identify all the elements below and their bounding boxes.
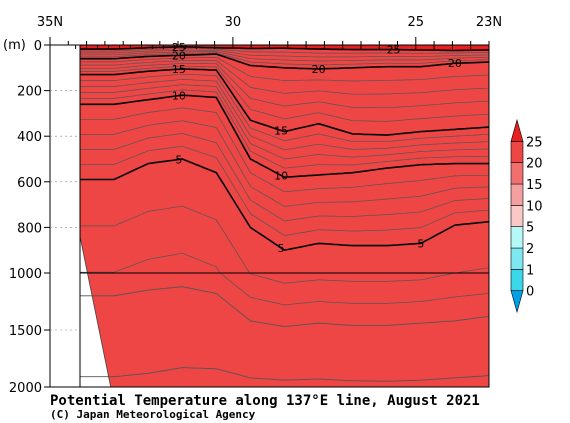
isotherm-minor-line [80, 133, 489, 222]
isotherm-minor-line [80, 51, 489, 62]
x-tick-label: 25 [408, 15, 425, 30]
colorbar-label: 1 [526, 263, 534, 278]
isotherm-minor-line [80, 205, 489, 284]
temperature-bands [80, 45, 489, 387]
colorbar-swatch [510, 247, 524, 270]
y-tick-label: 0 [34, 39, 42, 54]
isotherm-lines [80, 45, 489, 387]
isotherm-minor-line [80, 63, 489, 109]
isotherm-label-10: 10 [274, 169, 288, 182]
y-tick-label: 800 [17, 221, 42, 236]
isotherm-minor-line [80, 89, 489, 169]
x-tick-label: 30 [225, 15, 242, 30]
isotherm-line-1 [80, 367, 489, 382]
isotherm-minor-line [80, 73, 489, 143]
colorbar-swatch [510, 183, 524, 206]
x-axis: 35N 30 25 23N [37, 15, 502, 49]
isotherm-minor-line [80, 60, 489, 95]
isotherm-label-10: 10 [172, 90, 186, 103]
isotherm-label-5: 5 [278, 242, 285, 255]
colorbar-swatch [510, 205, 524, 227]
colorbar-swatch [510, 141, 524, 163]
colorbar-swatch [510, 226, 524, 249]
x-tick-label: 35N [37, 15, 63, 30]
isotherm-line-2 [80, 286, 489, 328]
plot-border [79, 44, 490, 388]
y-axis: 0 200 400 600 800 1000 1500 2000 [9, 39, 80, 396]
isotherm-label-20: 20 [312, 63, 326, 76]
seafloor-line [80, 236, 112, 387]
colorbar-swatch [510, 290, 524, 314]
x-tick-label: 23N [476, 15, 502, 30]
colorbar-label: 5 [526, 221, 534, 236]
seafloor-mask [80, 45, 111, 387]
isotherm-line-10 [80, 94, 489, 179]
y-tick-label: 2000 [9, 381, 42, 396]
isotherm-minor-line [80, 52, 489, 66]
isotherm-line-5 [80, 158, 489, 252]
isotherm-label-15: 15 [274, 125, 288, 138]
isotherm-label-20: 20 [448, 57, 462, 70]
isotherm-minor-line [80, 120, 489, 207]
isotherm-minor-line [80, 56, 489, 82]
isotherm-label-5: 5 [417, 237, 424, 250]
band-below-25 [80, 46, 489, 387]
colorbar-label: 15 [526, 178, 543, 193]
colorbar-label: 25 [526, 135, 543, 150]
isotherm-minor-line [80, 65, 489, 122]
isotherm-label-5: 5 [175, 153, 182, 166]
colorbar-swatch [510, 162, 524, 185]
colorbar-swatch [510, 269, 524, 291]
isotherm-label-25: 25 [387, 44, 401, 57]
colorbar-swatch [510, 118, 524, 142]
isotherm-minor-line [80, 107, 489, 193]
colorbar-label: 20 [526, 157, 543, 172]
isotherm-line-20 [80, 53, 489, 70]
colorbar-label: 0 [526, 285, 534, 300]
isotherm-minor-line [80, 48, 489, 54]
isotherm-minor-line [80, 84, 489, 160]
isotherm-label-20: 20 [172, 49, 186, 62]
colorbar-label: 10 [526, 199, 543, 214]
y-tick-label: 1500 [9, 324, 42, 339]
chart-title: Potential Temperature along 137°E line, … [50, 393, 480, 409]
isotherm-line-25 [80, 45, 489, 52]
colorbar-label: 2 [526, 242, 534, 257]
y-tick-label: 200 [17, 85, 42, 100]
isotherm-minor-line [80, 79, 489, 151]
y-tick-label: 1000 [9, 267, 42, 282]
y-tick-label: 400 [17, 130, 42, 145]
isotherm-label-25: 25 [172, 41, 186, 54]
y-axis-unit: (m) [3, 38, 26, 53]
isotherm-minor-line [80, 49, 489, 58]
y-tick-label: 600 [17, 176, 42, 191]
isotherm-minor-line [80, 145, 489, 236]
chart-credit: (C) Japan Meteorological Agency [50, 408, 256, 421]
isotherm-minor-line [80, 252, 489, 306]
isotherm-line-15 [80, 68, 489, 136]
isotherm-label-15: 15 [172, 63, 186, 76]
